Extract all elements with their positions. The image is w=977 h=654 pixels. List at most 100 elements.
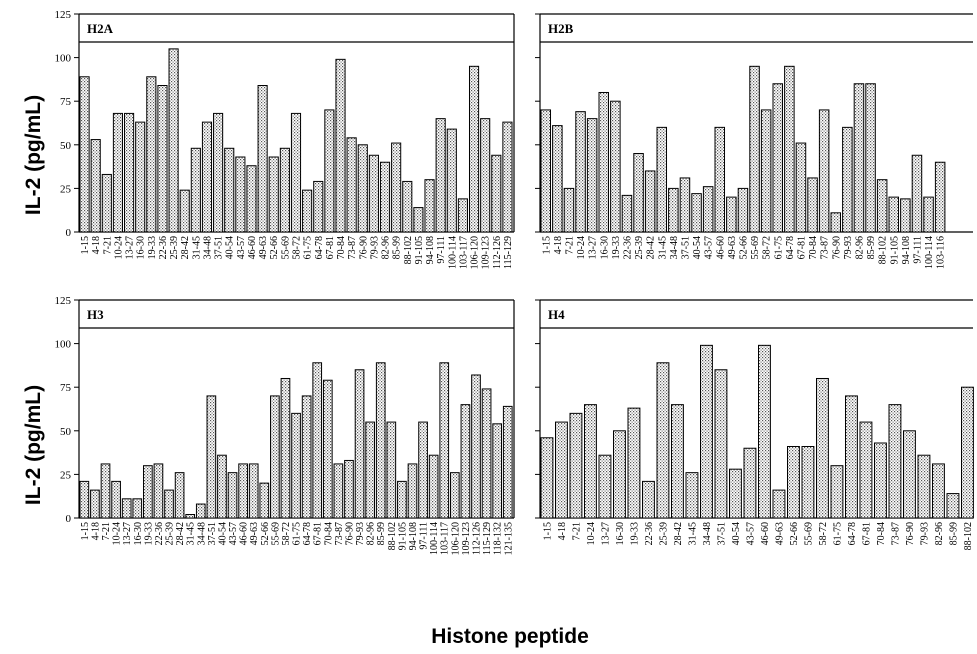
x-tick-label: 46-60 [760, 522, 771, 545]
x-tick-label: 34-48 [669, 236, 680, 259]
bar-h3-121-135 [502, 405, 513, 519]
x-tick-label: 31-45 [186, 522, 197, 545]
y-tick-label: 125 [55, 9, 72, 21]
bar-h3-67-81 [312, 362, 323, 519]
x-tick-label: 52-66 [269, 236, 280, 259]
bar-h2b-73-87 [818, 109, 830, 233]
x-tick-label: 88-102 [387, 522, 398, 550]
x-tick-label: 49-63 [774, 522, 785, 545]
bar-h2b-25-39 [633, 153, 644, 233]
bar-h3-64-78 [301, 395, 312, 519]
x-tick-label: 25-39 [165, 522, 176, 545]
x-tick-label: 64-78 [847, 522, 858, 545]
x-tick-label: 43-57 [228, 522, 239, 545]
x-tick-label: 1-15 [80, 236, 91, 254]
bar-h2a-40-54 [224, 147, 235, 233]
bar-h2b-16-30 [598, 91, 610, 233]
x-tick-label: 7-21 [564, 236, 575, 254]
bar-h2a-16-30 [135, 121, 146, 233]
bar-h2a-73-87 [346, 137, 357, 233]
bar-h2b-67-81 [795, 142, 807, 233]
x-tick-label: 82-96 [366, 522, 377, 545]
x-tick-label: 73-87 [347, 236, 358, 259]
x-tick-label: 16-30 [599, 236, 610, 259]
bar-h3-76-90 [344, 459, 354, 519]
bar-h4-25-39 [656, 362, 670, 519]
y-tick-label: 0 [66, 513, 72, 525]
x-tick-label: 46-60 [239, 522, 250, 545]
bar-h4-1-15 [540, 437, 554, 519]
bar-h2a-64-78 [313, 180, 324, 233]
bar-h2b-97-111 [911, 154, 923, 233]
x-tick-label: 7-21 [101, 522, 112, 540]
x-tick-label: 106-120 [470, 236, 481, 269]
panel-h4: H41-15 4-18 7-21 10-24 13-27 16-30 19-33 22-36 2… [535, 299, 974, 550]
bar-h2b-13-27 [586, 118, 598, 233]
x-tick-label: 64-78 [314, 236, 325, 259]
x-tick-label: 28-42 [646, 236, 657, 259]
bar-h4-22-36 [642, 480, 655, 519]
x-tick-label: 73-87 [820, 236, 831, 259]
bar-h2b-82-96 [853, 83, 865, 233]
bar-h3-46-60 [238, 463, 248, 519]
bar-h2a-97-111 [435, 118, 446, 233]
bar-h2a-109-123 [480, 118, 491, 233]
bar-h2a-112-126 [491, 154, 502, 233]
bar-h3-103-117 [439, 362, 450, 519]
x-tick-label: 103-117 [440, 522, 451, 555]
y-tick-label: 25 [60, 183, 72, 195]
x-tick-label: 118-132 [493, 522, 504, 555]
x-tick-label: 97-111 [912, 236, 923, 264]
x-axis-title: Histone peptide [431, 625, 589, 648]
bar-h3-49-63 [248, 463, 259, 519]
bar-h2a-22-36 [157, 85, 168, 233]
bar-h3-91-105 [397, 480, 407, 519]
x-tick-label: 40-54 [225, 236, 236, 259]
bar-h2b-88-102 [876, 179, 888, 233]
x-tick-label: 82-96 [381, 236, 392, 259]
bar-h2b-103-116 [934, 161, 946, 233]
x-tick-label: 55-69 [750, 236, 761, 259]
bar-h2a-34-48 [201, 121, 213, 233]
bar-h2b-76-90 [830, 212, 842, 233]
x-tick-label: 58-72 [762, 236, 773, 259]
y-axis-title-top: IL-2 (pg/mL) [22, 95, 45, 215]
bar-h2a-58-72 [290, 112, 302, 233]
bar-h3-31-45 [185, 514, 196, 519]
y-axis-title-text: IL-2 (pg/mL) [22, 95, 45, 215]
x-tick-label: 28-42 [175, 522, 186, 545]
bar-h2a-76-90 [357, 144, 368, 233]
x-tick-label: 34-48 [702, 522, 713, 545]
x-tick-label: 97-111 [436, 236, 447, 264]
x-tick-label: 40-54 [217, 522, 228, 545]
bar-h2b-1-15 [540, 109, 552, 233]
bar-h4-67-81 [859, 421, 873, 519]
bar-h3-112-126 [471, 374, 481, 519]
bar-h2a-19-33 [146, 76, 157, 233]
y-tick-label: 0 [66, 227, 72, 239]
x-tick-label: 55-69 [803, 522, 814, 545]
x-tick-label: 61-75 [292, 522, 303, 545]
x-tick-label: 4-18 [90, 522, 101, 540]
panel-title: H2B [548, 21, 574, 36]
x-tick-label: 52-66 [789, 522, 800, 545]
x-tick-label: 46-60 [715, 236, 726, 259]
x-tick-label: 97-111 [419, 522, 430, 550]
y-axis-title-bottom: IL-2 (pg/mL) [22, 385, 45, 505]
bar-h2a-52-66 [268, 156, 279, 233]
x-tick-label: 88-102 [878, 236, 889, 264]
x-tick-label: 70-84 [876, 522, 887, 545]
x-tick-label: 40-54 [731, 522, 742, 545]
x-tick-label: 43-57 [704, 236, 715, 259]
bar-h2a-100-114 [446, 128, 457, 233]
x-tick-label: 19-33 [629, 522, 640, 545]
bar-h3-97-111 [418, 421, 428, 519]
bar-h3-10-24 [111, 480, 121, 519]
x-tick-label: 67-81 [796, 236, 807, 259]
bar-h4-13-27 [598, 454, 612, 519]
bar-h4-43-57 [743, 447, 757, 519]
bar-h3-4-18 [90, 489, 100, 519]
bar-h4-58-72 [816, 377, 829, 519]
